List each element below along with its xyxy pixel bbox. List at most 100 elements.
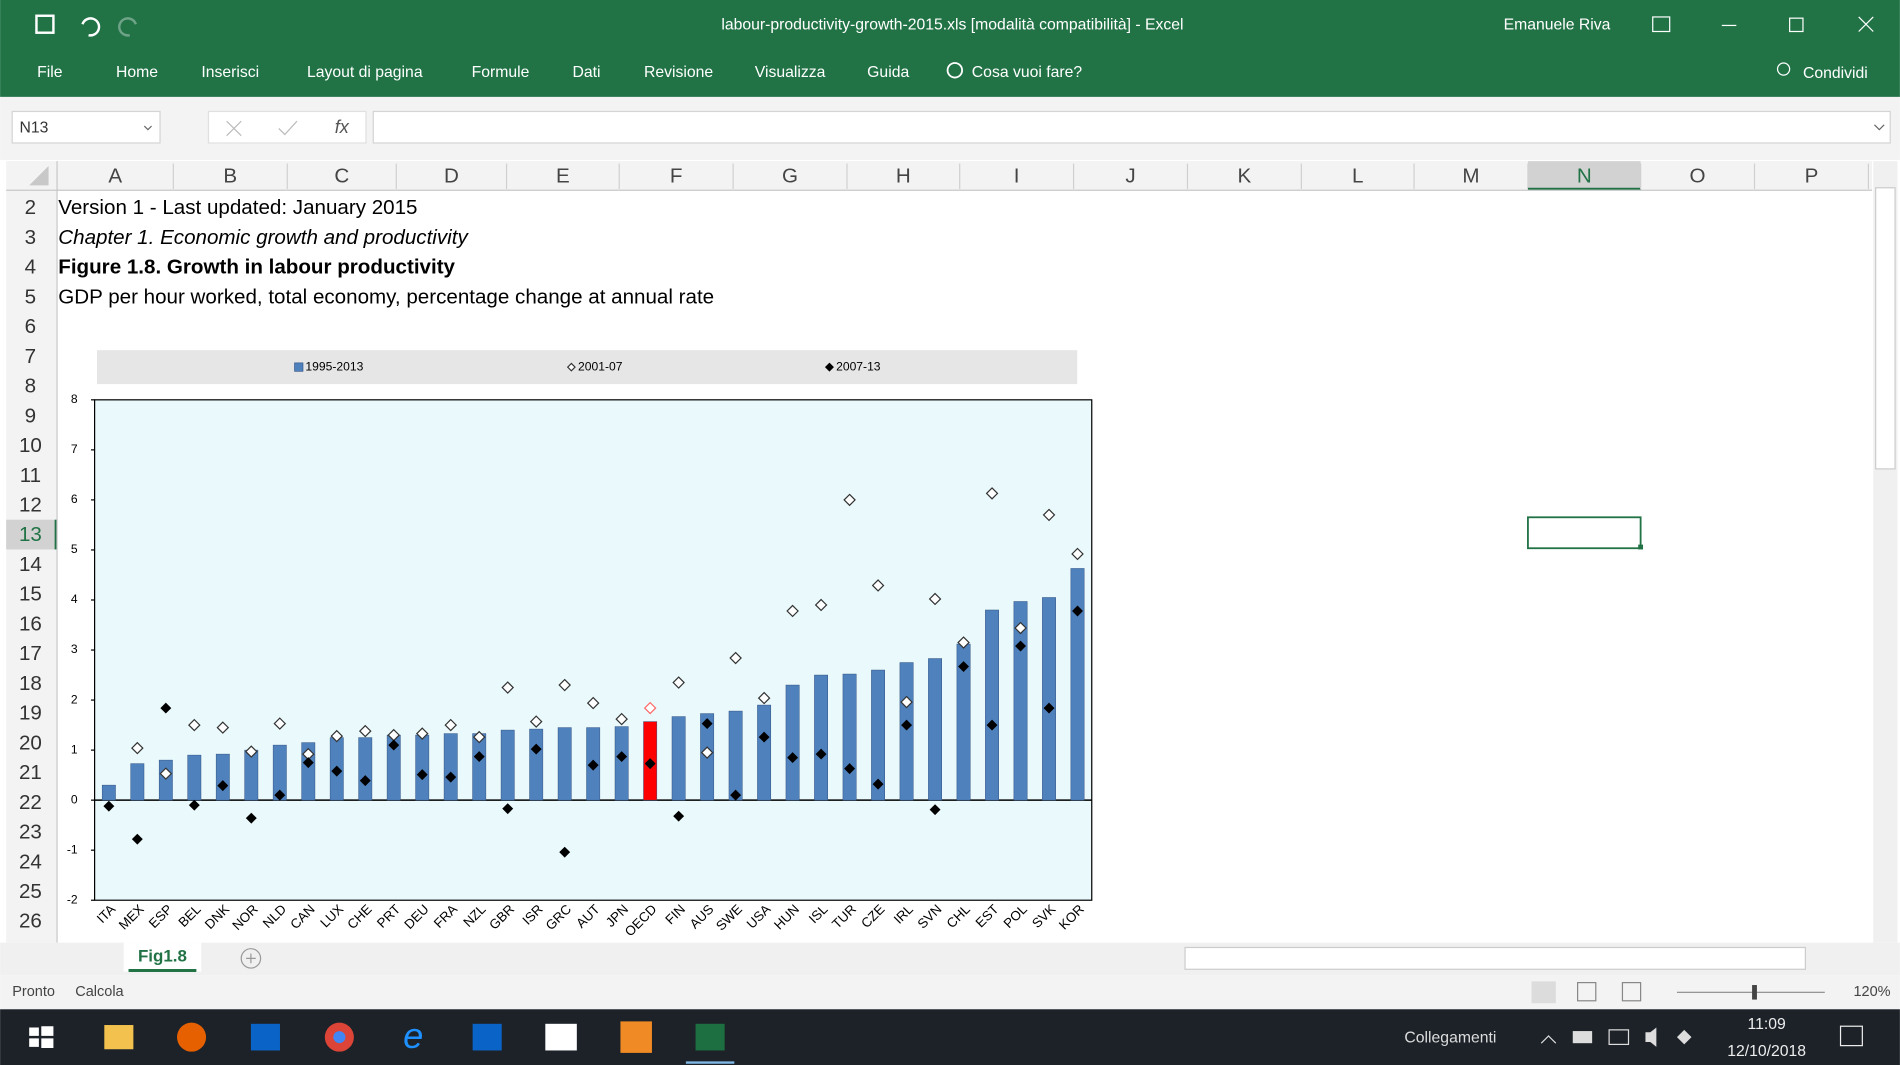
toolbar-label[interactable]: Collegamenti: [1404, 1030, 1496, 1047]
column-header-selected: [1527, 161, 1641, 191]
share-button[interactable]: Condividi: [1803, 65, 1868, 82]
ribbon-tab[interactable]: Revisione: [644, 64, 713, 81]
restore[interactable]: [1789, 17, 1804, 33]
outlook-icon[interactable]: [250, 1023, 280, 1051]
ribbon-tab[interactable]: Visualizza: [755, 64, 826, 81]
notifications[interactable]: [1839, 1025, 1863, 1047]
volume-icon[interactable]: [1645, 1027, 1657, 1047]
column-header[interactable]: N: [1577, 164, 1592, 187]
diamond-marker: [957, 636, 970, 649]
ribbon-tab[interactable]: File: [37, 64, 63, 81]
clock-time[interactable]: 11:09: [1747, 1016, 1785, 1033]
column-header[interactable]: M: [1462, 164, 1479, 187]
fx-button[interactable]: fx: [335, 117, 350, 137]
enter-icon[interactable]: [278, 120, 298, 136]
column-header[interactable]: H: [896, 164, 911, 187]
column-header[interactable]: B: [223, 164, 237, 187]
diamond-marker: [730, 789, 742, 801]
row-header[interactable]: 15: [19, 583, 42, 606]
tell-me[interactable]: Cosa vuoi fare?: [972, 64, 1083, 81]
row-header[interactable]: 13: [19, 523, 42, 546]
row-header[interactable]: 7: [25, 345, 36, 368]
status-calc[interactable]: Calcola: [75, 984, 124, 1000]
zoom-thumb[interactable]: [1752, 985, 1757, 1000]
redo-icon[interactable]: [118, 17, 137, 37]
horizontal-scrollbar[interactable]: [1184, 946, 1806, 970]
close[interactable]: [1858, 16, 1874, 32]
column-header[interactable]: K: [1238, 164, 1252, 187]
row-header[interactable]: 8: [25, 375, 36, 398]
row-header[interactable]: 26: [19, 910, 42, 933]
ribbon-tab[interactable]: Home: [116, 64, 158, 81]
expand-formula[interactable]: [1874, 124, 1885, 131]
ribbon-tab[interactable]: Layout di pagina: [307, 64, 423, 81]
row-header[interactable]: 23: [19, 821, 42, 844]
row-header[interactable]: 12: [19, 493, 42, 516]
view-layout[interactable]: [1577, 982, 1597, 1002]
view-normal[interactable]: [1531, 981, 1556, 1004]
selected-cell[interactable]: [1527, 516, 1642, 550]
row-header[interactable]: 6: [25, 315, 36, 338]
column-header[interactable]: F: [670, 164, 683, 187]
name-box[interactable]: [11, 110, 161, 144]
ie-icon[interactable]: e: [403, 1015, 423, 1056]
column-header[interactable]: C: [334, 164, 349, 187]
row-header[interactable]: 9: [25, 404, 36, 427]
column-header[interactable]: D: [444, 164, 459, 187]
view-pagebreak[interactable]: [1621, 982, 1642, 1002]
row-header[interactable]: 25: [19, 880, 42, 903]
sheet-tab-label[interactable]: Fig1.8: [138, 947, 187, 966]
column-header[interactable]: G: [782, 164, 798, 187]
outlook2-icon[interactable]: [472, 1023, 502, 1051]
row-header[interactable]: 22: [19, 791, 42, 814]
row-header[interactable]: 19: [19, 702, 42, 725]
fill-handle[interactable]: [1638, 544, 1644, 550]
ribbon-tab[interactable]: Guida: [867, 64, 909, 81]
undo-icon[interactable]: [81, 17, 101, 37]
column-header[interactable]: A: [108, 164, 122, 187]
row-header[interactable]: 11: [20, 464, 41, 487]
row-header[interactable]: 17: [19, 642, 42, 665]
row-header[interactable]: 3: [25, 226, 36, 249]
add-sheet[interactable]: [240, 948, 262, 969]
cancel-icon[interactable]: [226, 120, 242, 137]
save-icon[interactable]: [35, 14, 55, 34]
tray-expand[interactable]: [1540, 1035, 1557, 1044]
start-button[interactable]: [29, 1026, 54, 1049]
bar: [842, 673, 857, 801]
zoom-level[interactable]: 120%: [1853, 984, 1890, 1000]
row-header[interactable]: 4: [25, 256, 36, 279]
row-header[interactable]: 20: [19, 731, 42, 754]
network-icon[interactable]: [1608, 1029, 1630, 1046]
row-header[interactable]: 10: [19, 434, 42, 457]
app-icon[interactable]: [620, 1021, 652, 1053]
ribbon-options[interactable]: [1652, 16, 1671, 33]
tray-icon[interactable]: [1572, 1031, 1593, 1044]
column-header[interactable]: O: [1690, 164, 1706, 187]
formula-input[interactable]: [372, 110, 1891, 144]
row-header[interactable]: 16: [19, 612, 42, 635]
row-header[interactable]: 24: [19, 850, 42, 873]
column-header[interactable]: J: [1125, 164, 1135, 187]
column-header[interactable]: L: [1352, 164, 1363, 187]
row-header[interactable]: 2: [25, 196, 36, 219]
firefox-icon[interactable]: [176, 1022, 207, 1052]
sheet-tab[interactable]: [123, 942, 202, 972]
clock-date[interactable]: 12/10/2018: [1727, 1043, 1806, 1060]
ribbon-tab[interactable]: Dati: [573, 64, 601, 81]
explorer-icon[interactable]: [104, 1025, 134, 1050]
photos-icon[interactable]: [545, 1023, 577, 1051]
scroll-thumb[interactable]: [1875, 187, 1896, 470]
ribbon-tab[interactable]: Inserisci: [201, 64, 259, 81]
column-header[interactable]: P: [1805, 164, 1819, 187]
column-header[interactable]: I: [1014, 164, 1020, 187]
user-name[interactable]: Emanuele Riva: [1504, 17, 1611, 34]
column-header[interactable]: E: [556, 164, 570, 187]
name-box-dropdown[interactable]: [143, 125, 152, 131]
row-header[interactable]: 21: [19, 761, 42, 784]
row-header[interactable]: 5: [25, 285, 36, 308]
row-header[interactable]: 18: [19, 672, 42, 695]
excel-taskbar-icon[interactable]: [695, 1023, 725, 1051]
ribbon-tab[interactable]: Formule: [472, 64, 530, 81]
row-header[interactable]: 14: [19, 553, 42, 576]
